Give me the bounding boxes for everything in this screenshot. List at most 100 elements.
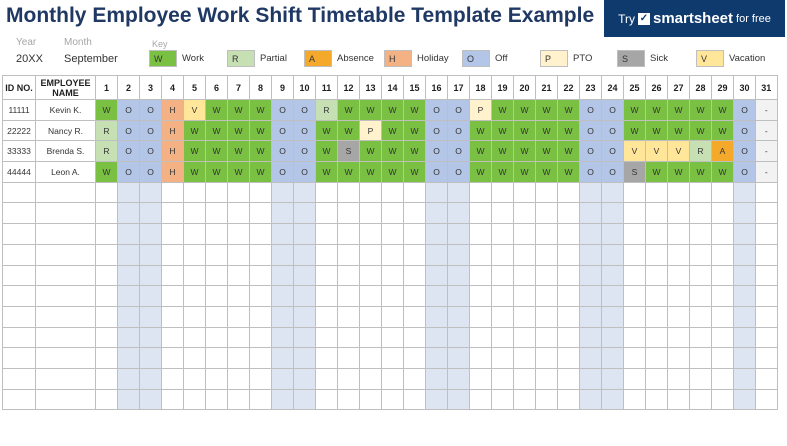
empty-cell[interactable]: [491, 181, 514, 204]
employee-id-cell[interactable]: 44444: [2, 161, 36, 183]
shift-cell[interactable]: W: [513, 161, 536, 183]
empty-cell[interactable]: [447, 305, 470, 328]
shift-cell[interactable]: O: [271, 140, 294, 163]
empty-cell[interactable]: [755, 305, 778, 328]
empty-cell[interactable]: [623, 181, 646, 204]
shift-cell[interactable]: O: [601, 119, 624, 142]
empty-cell[interactable]: [117, 388, 140, 411]
empty-cell[interactable]: [711, 202, 734, 225]
empty-cell[interactable]: [161, 367, 184, 390]
empty-cell[interactable]: [689, 326, 712, 349]
empty-cell[interactable]: [95, 223, 118, 245]
empty-cell[interactable]: [513, 181, 536, 204]
empty-cell[interactable]: [645, 223, 668, 245]
empty-cell[interactable]: [557, 347, 580, 369]
empty-cell[interactable]: [403, 347, 426, 369]
empty-cell[interactable]: [359, 202, 382, 225]
shift-cell[interactable]: P: [469, 99, 492, 121]
empty-cell[interactable]: [249, 388, 272, 411]
empty-cell[interactable]: [161, 347, 184, 369]
shift-cell[interactable]: W: [645, 161, 668, 183]
shift-cell[interactable]: W: [249, 99, 272, 121]
empty-cell[interactable]: [425, 202, 448, 225]
empty-cell[interactable]: [469, 264, 492, 287]
empty-cell[interactable]: [557, 223, 580, 245]
empty-cell[interactable]: [557, 243, 580, 266]
empty-cell[interactable]: [711, 181, 734, 204]
empty-cell[interactable]: [513, 305, 536, 328]
empty-cell[interactable]: [447, 347, 470, 369]
shift-cell[interactable]: H: [161, 99, 184, 121]
empty-cell[interactable]: [359, 305, 382, 328]
empty-cell[interactable]: [601, 202, 624, 225]
shift-cell[interactable]: O: [293, 140, 316, 163]
shift-cell[interactable]: W: [513, 140, 536, 163]
empty-cell[interactable]: [579, 285, 602, 307]
empty-cell[interactable]: [381, 388, 404, 411]
shift-cell[interactable]: W: [513, 119, 536, 142]
empty-cell[interactable]: [95, 202, 118, 225]
shift-cell[interactable]: -: [755, 99, 778, 121]
empty-cell[interactable]: [425, 347, 448, 369]
empty-cell[interactable]: [425, 181, 448, 204]
empty-cell[interactable]: [645, 202, 668, 225]
empty-cell[interactable]: [2, 223, 36, 245]
empty-cell[interactable]: [579, 243, 602, 266]
shift-cell[interactable]: W: [557, 119, 580, 142]
empty-cell[interactable]: [403, 367, 426, 390]
empty-cell[interactable]: [205, 326, 228, 349]
shift-cell[interactable]: W: [315, 140, 338, 163]
empty-cell[interactable]: [491, 264, 514, 287]
empty-cell[interactable]: [535, 223, 558, 245]
empty-cell[interactable]: [469, 347, 492, 369]
shift-cell[interactable]: W: [359, 99, 382, 121]
empty-cell[interactable]: [733, 285, 756, 307]
empty-cell[interactable]: [95, 367, 118, 390]
empty-cell[interactable]: [557, 181, 580, 204]
empty-cell[interactable]: [513, 326, 536, 349]
empty-cell[interactable]: [579, 367, 602, 390]
empty-cell[interactable]: [95, 347, 118, 369]
empty-cell[interactable]: [601, 305, 624, 328]
empty-cell[interactable]: [469, 223, 492, 245]
empty-cell[interactable]: [315, 326, 338, 349]
empty-cell[interactable]: [271, 326, 294, 349]
empty-cell[interactable]: [117, 326, 140, 349]
empty-cell[interactable]: [535, 367, 558, 390]
empty-cell[interactable]: [95, 181, 118, 204]
empty-cell[interactable]: [117, 305, 140, 328]
shift-cell[interactable]: O: [117, 140, 140, 163]
empty-cell[interactable]: [711, 264, 734, 287]
empty-cell[interactable]: [205, 181, 228, 204]
empty-cell[interactable]: [425, 285, 448, 307]
empty-cell[interactable]: [689, 305, 712, 328]
empty-cell[interactable]: [161, 388, 184, 411]
shift-cell[interactable]: W: [711, 119, 734, 142]
empty-cell[interactable]: [227, 367, 250, 390]
empty-cell[interactable]: [249, 243, 272, 266]
empty-cell[interactable]: [293, 347, 316, 369]
shift-cell[interactable]: W: [403, 140, 426, 163]
empty-cell[interactable]: [271, 223, 294, 245]
empty-cell[interactable]: [733, 305, 756, 328]
empty-cell[interactable]: [139, 388, 162, 411]
empty-cell[interactable]: [293, 367, 316, 390]
empty-cell[interactable]: [557, 388, 580, 411]
shift-cell[interactable]: W: [469, 140, 492, 163]
empty-cell[interactable]: [601, 326, 624, 349]
empty-cell[interactable]: [139, 202, 162, 225]
empty-cell[interactable]: [579, 326, 602, 349]
empty-cell[interactable]: [35, 202, 96, 225]
empty-cell[interactable]: [733, 181, 756, 204]
empty-cell[interactable]: [359, 181, 382, 204]
shift-cell[interactable]: O: [447, 140, 470, 163]
empty-cell[interactable]: [2, 181, 36, 204]
shift-cell[interactable]: W: [535, 119, 558, 142]
empty-cell[interactable]: [183, 326, 206, 349]
shift-cell[interactable]: S: [337, 140, 360, 163]
empty-cell[interactable]: [95, 285, 118, 307]
empty-cell[interactable]: [271, 367, 294, 390]
empty-cell[interactable]: [381, 326, 404, 349]
empty-cell[interactable]: [271, 202, 294, 225]
empty-cell[interactable]: [315, 367, 338, 390]
